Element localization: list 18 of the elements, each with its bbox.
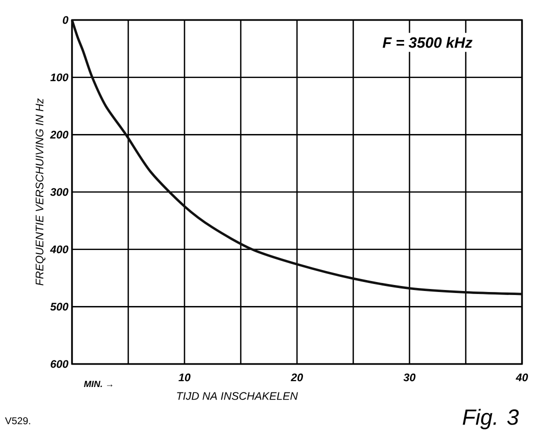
caption: Fig. 3 [462, 408, 519, 430]
y-tick-label: 0 [62, 16, 68, 24]
y-tick-label: 600 [50, 360, 68, 368]
y-axis-title: FREQUENTIE VERSCHUIVING IN Hz [36, 98, 46, 286]
y-tick-label: 400 [50, 245, 68, 254]
y-tick-label: 100 [50, 73, 68, 82]
x-tick-label: 20 [290, 374, 303, 382]
y-tick-label: 200 [50, 130, 68, 139]
x-axis-title: TIJD NA INSCHAKELEN [177, 392, 298, 400]
x-tick-label: 40 [516, 374, 528, 382]
x-tick-label: 30 [403, 374, 416, 382]
y-tick-label: 500 [50, 302, 68, 311]
annotation: F = 3500 kHz [382, 36, 472, 48]
text: V529. [5, 417, 30, 424]
text: MIN. → [84, 380, 112, 388]
y-tick-label: 300 [50, 188, 68, 196]
x-tick-label: 10 [178, 374, 190, 382]
line-series [70, 18, 524, 296]
